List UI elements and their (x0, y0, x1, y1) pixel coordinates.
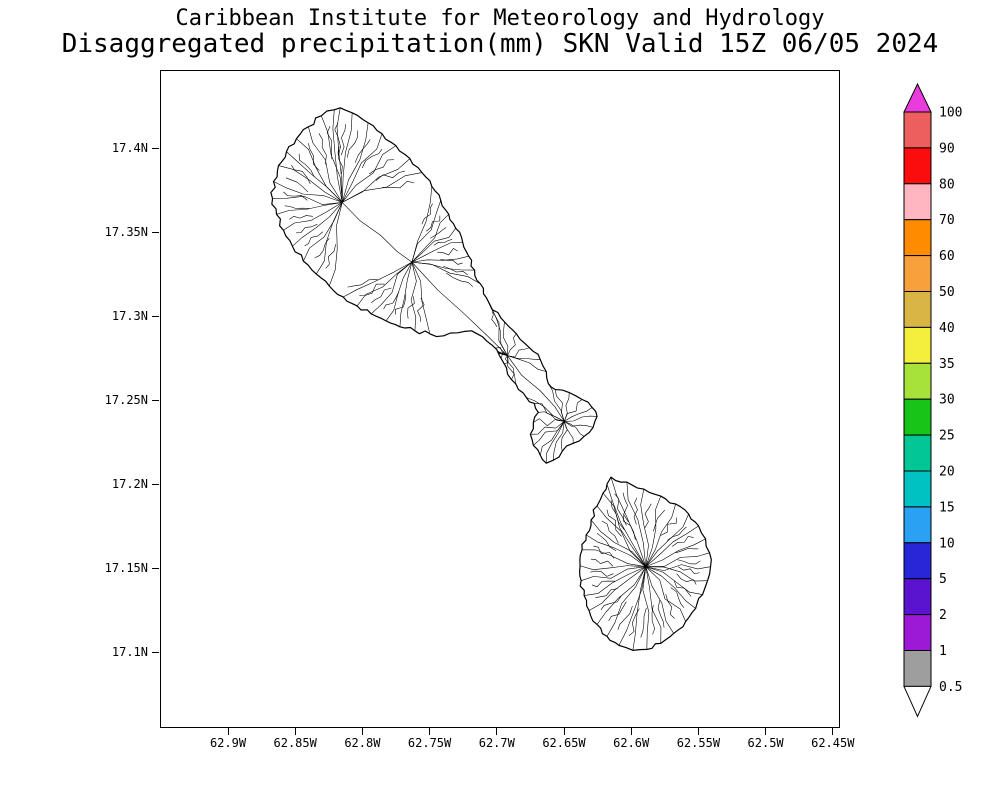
x-axis-tick (630, 728, 632, 735)
x-axis-tick (429, 728, 431, 735)
st-kitts-drainage-network (272, 107, 598, 464)
st-kitts-coastline (270, 107, 598, 464)
x-axis-tick-label: 62.85W (273, 736, 317, 750)
y-axis-tick (152, 651, 159, 653)
y-axis-tick (152, 483, 159, 485)
y-axis-tick (152, 567, 159, 569)
colorbar-arrow-top (903, 82, 932, 113)
x-axis-tick (832, 728, 834, 735)
colorbar-label: 2 (939, 608, 947, 623)
colorbar-segment (903, 614, 932, 651)
colorbar-label: 25 (939, 429, 955, 444)
colorbar-label: 15 (939, 500, 955, 515)
colorbar-segment (903, 650, 932, 687)
x-axis-tick-label: 62.6W (613, 736, 650, 750)
y-axis-tick (152, 147, 159, 149)
y-axis-tick-label: 17.3N (111, 309, 148, 323)
x-axis-tick-label: 62.9W (209, 736, 247, 750)
colorbar-label: 80 (939, 177, 955, 192)
x-axis-tick (294, 728, 296, 735)
institute-title: Caribbean Institute for Meteorology and … (175, 6, 825, 31)
colorbar-label: 50 (939, 285, 955, 300)
precipitation-colorbar: 100 90 80 70 60 50 40 35 30 25 20 15 10 5 2 1 0.5 (903, 82, 962, 718)
y-axis-tick-label: 17.35N (104, 225, 148, 239)
y-axis-tick (152, 315, 159, 317)
colorbar-segment (903, 183, 932, 221)
colorbar-segment (903, 255, 932, 293)
colorbar-label: 90 (939, 141, 955, 156)
product-title: Disaggregated precipitation(mm) SKN Vali… (61, 29, 939, 59)
y-axis-tick-label: 17.4N (111, 141, 148, 155)
colorbar-label: 100 (939, 106, 962, 121)
colorbar-segment (903, 542, 932, 580)
x-axis-tick-label: 62.65W (542, 736, 586, 750)
colorbar-label: 35 (939, 357, 955, 372)
x-axis-tick-label: 62.7W (478, 736, 515, 750)
colorbar-arrow-bottom (903, 685, 932, 718)
colorbar-segment (903, 398, 932, 436)
st-kitts-landmass (270, 107, 598, 464)
x-axis-tick-label: 62.45W (811, 736, 855, 750)
colorbar-segment (903, 470, 932, 508)
x-axis-tick (227, 728, 229, 735)
colorbar-segment (903, 219, 932, 257)
colorbar-segment (903, 291, 932, 328)
colorbar-segment (903, 578, 932, 616)
colorbar-label: 30 (939, 393, 955, 408)
nevis-coastline (579, 476, 712, 651)
x-axis-tick (563, 728, 565, 735)
y-axis-tick-label: 17.1N (111, 645, 148, 659)
x-axis-tick (697, 728, 699, 735)
colorbar-label: 5 (939, 572, 947, 587)
y-axis-tick-label: 17.15N (104, 561, 148, 575)
colorbar-label: 10 (939, 536, 955, 551)
colorbar-segment (903, 147, 932, 185)
colorbar-label: 70 (939, 213, 955, 228)
colorbar-label: 20 (939, 465, 955, 480)
y-axis-tick (152, 231, 159, 233)
map-plot-area (160, 70, 840, 728)
colorbar-segment (903, 111, 932, 149)
x-axis-tick-label: 62.55W (676, 736, 721, 750)
x-axis-tick-label: 62.75W (407, 736, 452, 750)
colorbar-segment (903, 434, 932, 472)
islands-map (270, 107, 712, 651)
x-axis-tick (361, 728, 363, 735)
colorbar-label: 0.5 (939, 680, 962, 695)
colorbar-segment (903, 506, 932, 544)
colorbar-label: 1 (939, 644, 947, 659)
y-axis-tick-label: 17.2N (111, 477, 148, 491)
colorbar-segment (903, 326, 932, 364)
y-axis-tick (152, 399, 159, 401)
x-axis-tick-label: 62.8W (344, 736, 381, 750)
x-axis-tick (765, 728, 767, 735)
y-axis-tick-label: 17.25N (104, 393, 148, 407)
x-axis-tick (496, 728, 498, 735)
nevis-drainage-network (580, 477, 711, 651)
colorbar-segment (903, 362, 932, 400)
colorbar-label: 40 (939, 321, 955, 336)
colorbar-label: 60 (939, 249, 955, 264)
x-axis-tick-label: 62.5W (747, 736, 784, 750)
